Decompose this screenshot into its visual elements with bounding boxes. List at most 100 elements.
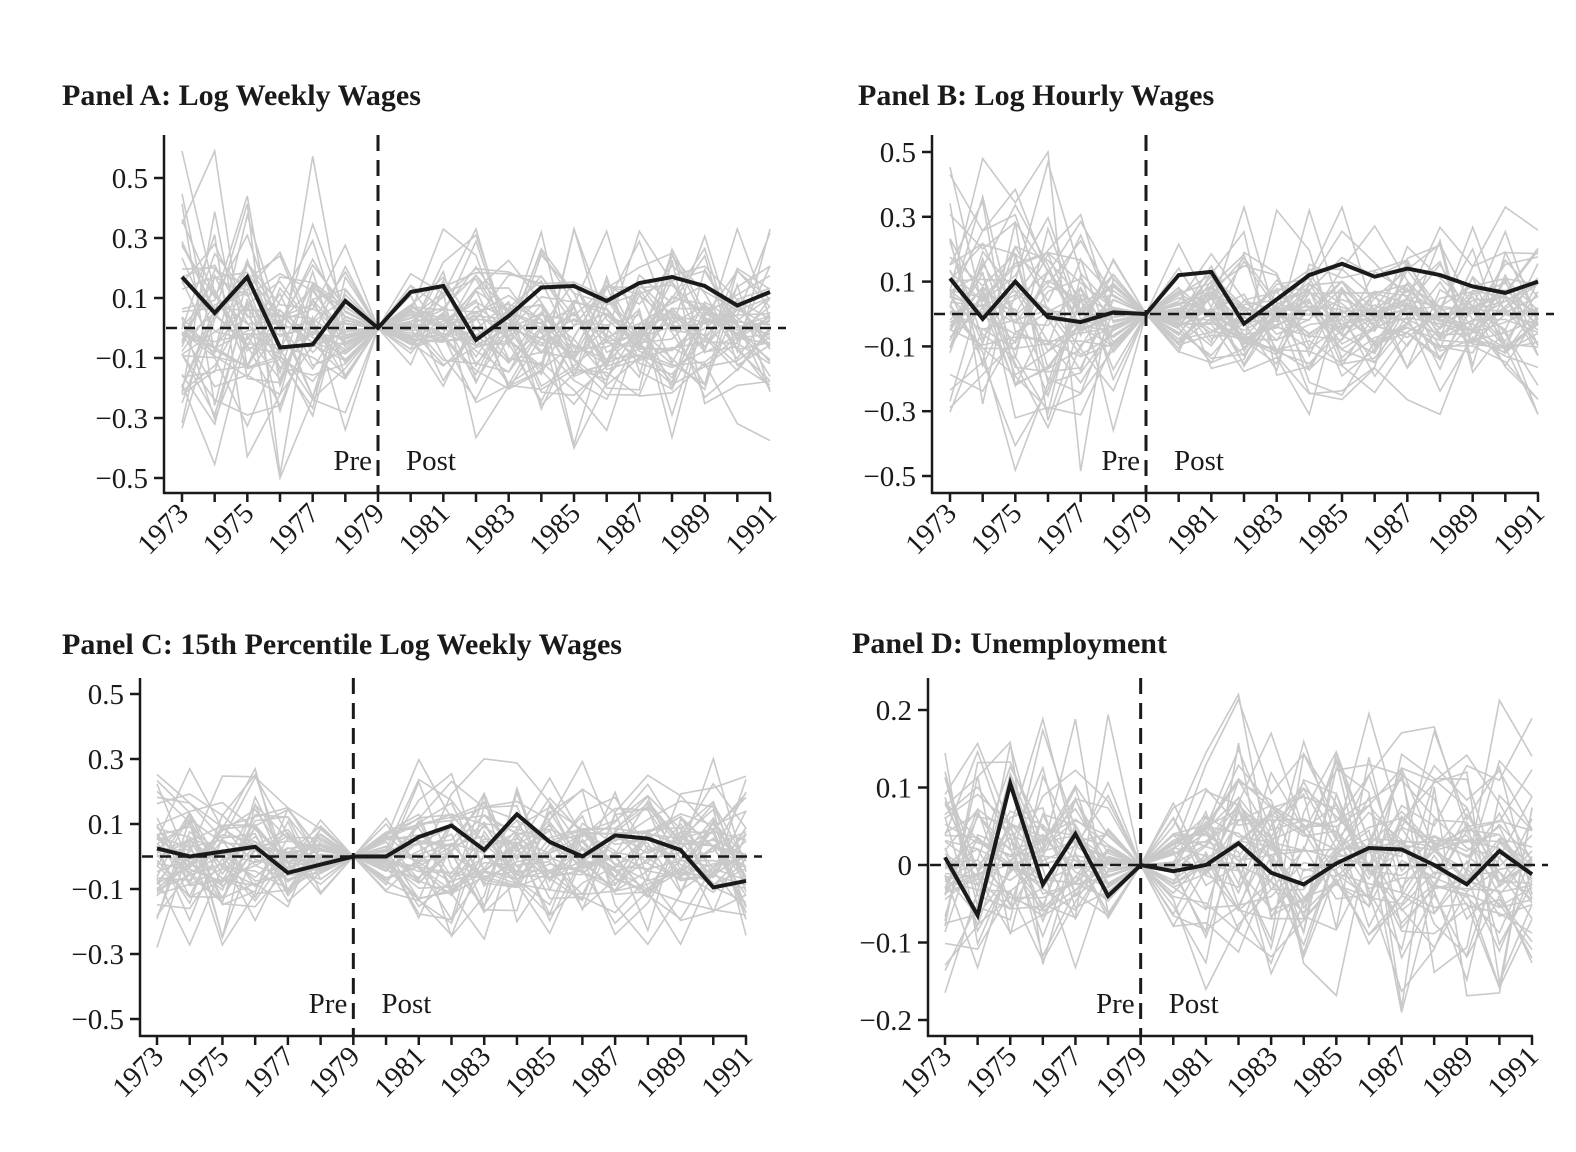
placebo-lines (181, 148, 771, 481)
x-tick-label: 1987 (564, 1040, 628, 1104)
placebo-line (181, 298, 771, 481)
y-tick-label: −0.5 (95, 463, 148, 495)
placebo-line (944, 766, 1533, 1008)
placebo-line (949, 174, 1539, 339)
x-tick-label: 1983 (434, 1040, 498, 1104)
x-tick-label: 1979 (1090, 1040, 1154, 1104)
x-tick-label: 1985 (499, 1040, 563, 1104)
panel-a: Panel A: Log Weekly Wages Pre Post 0.5 0.3 0.… (62, 79, 786, 561)
placebo-line (949, 229, 1539, 365)
x-tick-label: 1977 (237, 1040, 301, 1104)
y-tick-label: 0.3 (112, 223, 148, 255)
placebo-line (181, 290, 771, 433)
x-tick-label: 1979 (303, 1040, 367, 1104)
placebo-line (949, 291, 1539, 473)
y-tick-label: 0.1 (88, 809, 124, 841)
y-tick-label: −0.1 (863, 331, 916, 363)
post-label: Post (406, 445, 456, 477)
x-tick-label: 1981 (368, 1040, 432, 1104)
placebo-lines (944, 692, 1533, 1013)
placebo-line (944, 774, 1533, 994)
placebo-line (156, 837, 747, 892)
x-tick-label: 1991 (695, 1040, 759, 1104)
placebo-line (944, 809, 1533, 876)
pre-label: Pre (309, 988, 348, 1020)
x-tick-label: 1983 (1220, 1040, 1284, 1104)
placebo-line (944, 770, 1533, 986)
x-tick-label: 1975 (960, 1040, 1024, 1104)
placebo-line (949, 159, 1539, 366)
placebo-line (181, 221, 771, 379)
x-tick-label: 1987 (589, 497, 653, 561)
y-tick-label: 0.1 (112, 283, 148, 315)
placebo-line (181, 269, 771, 339)
placebo-line (181, 148, 771, 392)
placebo-line (944, 770, 1533, 888)
x-tick-label: 1985 (1291, 497, 1355, 561)
placebo-line (156, 772, 747, 919)
pre-label: Pre (333, 445, 372, 477)
y-tick-label: −0.3 (863, 396, 916, 428)
x-tick-label: 1991 (719, 497, 783, 561)
panel-d: Panel D: Unemployment Pre Post 0.2 0.1 0 −0.1 −… (852, 627, 1548, 1104)
placebo-line (181, 254, 771, 383)
x-tick-label: 1975 (197, 497, 261, 561)
y-tick-label: −0.5 (71, 1004, 124, 1036)
placebo-line (949, 258, 1539, 395)
y-tick-label: −0.3 (71, 939, 124, 971)
x-tick-label: 1991 (1481, 1040, 1545, 1104)
placebo-line (156, 822, 747, 937)
y-tick-label: −0.1 (95, 343, 148, 375)
placebo-line (156, 801, 747, 912)
placebo-line (944, 741, 1533, 954)
placebo-line (949, 262, 1539, 415)
placebo-line (944, 716, 1533, 966)
panel-c: Panel C: 15th Percentile Log Weekly Wage… (62, 628, 762, 1104)
panel-b: Panel B: Log Hourly Wages Pre Post 0.5 0.3 0.… (858, 79, 1554, 561)
placebo-line (156, 775, 747, 914)
x-tick-label: 1981 (1155, 1040, 1219, 1104)
x-tick-label: 1977 (1030, 497, 1094, 561)
placebo-line (944, 725, 1533, 927)
placebo-line (944, 805, 1533, 893)
pre-label: Pre (1096, 988, 1135, 1020)
x-tick-label: 1989 (654, 497, 718, 561)
y-tick-label: 0.3 (880, 202, 916, 234)
placebo-line (156, 759, 747, 922)
y-tick-label: −0.3 (95, 403, 148, 435)
panel-title: Panel A: Log Weekly Wages (62, 79, 421, 112)
y-tick-label: 0 (898, 850, 913, 882)
placebo-line (156, 772, 747, 874)
panel-title: Panel B: Log Hourly Wages (858, 79, 1214, 112)
y-tick-label: −0.5 (863, 461, 916, 493)
placebo-lines (156, 756, 747, 948)
y-tick-label: 0.5 (112, 163, 148, 195)
placebo-line (156, 796, 747, 871)
placebo-line (944, 811, 1533, 966)
placebo-line (181, 211, 771, 440)
x-tick-label: 1987 (1357, 497, 1421, 561)
placebo-line (949, 269, 1539, 413)
placebo-line (181, 295, 771, 383)
placebo-line (156, 832, 747, 885)
placebo-line (949, 293, 1539, 356)
post-label: Post (1169, 988, 1219, 1020)
x-tick-label: 1983 (458, 497, 522, 561)
placebo-line (181, 225, 771, 441)
placebo-line (944, 794, 1533, 992)
placebo-line (181, 317, 771, 467)
treated-series-line (180, 273, 771, 350)
treated-series-line (948, 261, 1539, 327)
x-tick-label: 1989 (1422, 497, 1486, 561)
x-tick-label: 1975 (965, 497, 1029, 561)
placebo-line (949, 149, 1539, 472)
y-tick-label: −0.2 (859, 1005, 912, 1037)
x-tick-label: 1979 (327, 497, 391, 561)
placebo-line (156, 779, 747, 888)
placebo-line (181, 287, 771, 354)
x-tick-label: 1991 (1487, 497, 1551, 561)
placebo-line (949, 284, 1539, 355)
placebo-line (181, 271, 771, 433)
placebo-line (181, 150, 771, 368)
